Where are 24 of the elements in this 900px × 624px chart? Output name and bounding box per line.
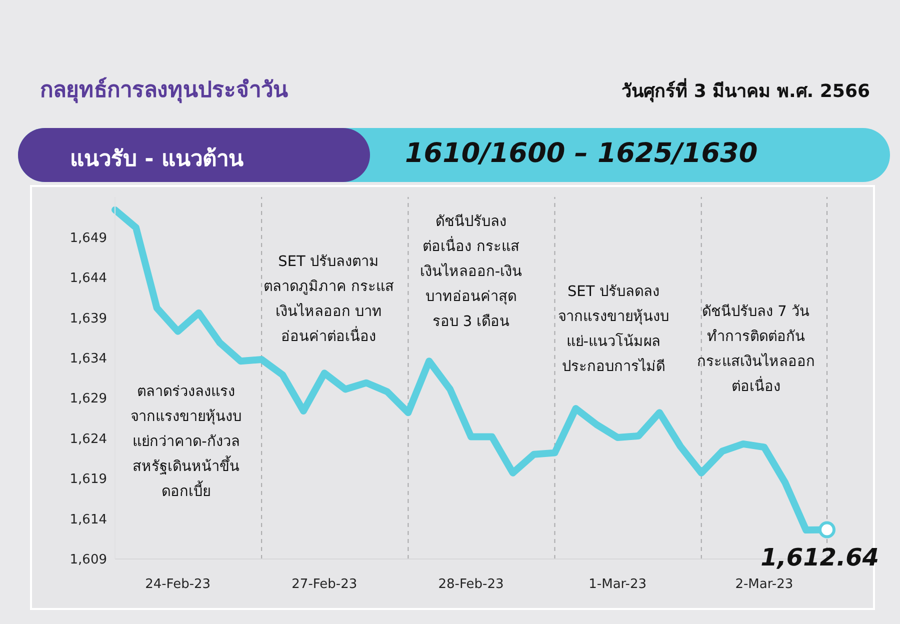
y-tick-label: 1,649 [70,230,107,246]
y-tick-label: 1,639 [70,311,107,326]
annotation: ดัชนีปรับลง ต่อเนื่อง กระแส เงินไหลออก-เงิน บาทอ่อนค่าสุด รอบ 3 เดือน [418,212,524,332]
x-tick-label: 2-Mar-23 [735,577,794,592]
annotation: SET ปรับลงตาม ตลาดภูมิภาค กระแส เงินไหลออก บาท อ่อนค่าต่อเนื่อง [262,253,395,347]
y-tick-label: 1,629 [70,392,107,407]
annotation: ตลาดร่วงลงแรง จากแรงขายหุ้นงบ แย่กว่าคาด-กังวล สหรัฐเดินหน้าขึ้น ดอกเบี้ย [130,383,243,502]
x-tick-label: 1-Mar-23 [588,577,647,592]
x-tick-label: 27-Feb-23 [292,577,358,592]
annotation: ดัชนีปรับลง 7 วัน ทำการติดต่อกัน กระแสเงินไหลออก ต่อเนื่อง [696,302,816,397]
y-tick-label: 1,609 [70,552,107,568]
y-tick-label: 1,614 [70,512,107,528]
y-tick-label: 1,624 [70,432,107,447]
y-tick-label: 1,619 [70,472,107,488]
y-tick-label: 1,634 [70,352,107,367]
chart-subtitle: วันศุกร์ที่ 3 มีนาคม พ.ศ. 2566 [622,77,870,104]
annotation: SET ปรับลดลง จากแรงขายหุ้นงบ แย่-แนวโน้มผล ประกอบการไม่ดี [556,283,670,377]
chart-title: กลยุทธ์การลงทุนประจำวัน [40,76,288,106]
data-label: 1,612.64 [760,544,879,572]
text: 1610/1600 – 1625/1630 [405,138,758,169]
x-tick-label: 28-Feb-23 [438,577,504,592]
x-tick-label: 24-Feb-23 [145,577,211,592]
y-tick-label: 1,644 [70,271,107,286]
text: แนวรับ - แนวต้าน [70,146,244,174]
